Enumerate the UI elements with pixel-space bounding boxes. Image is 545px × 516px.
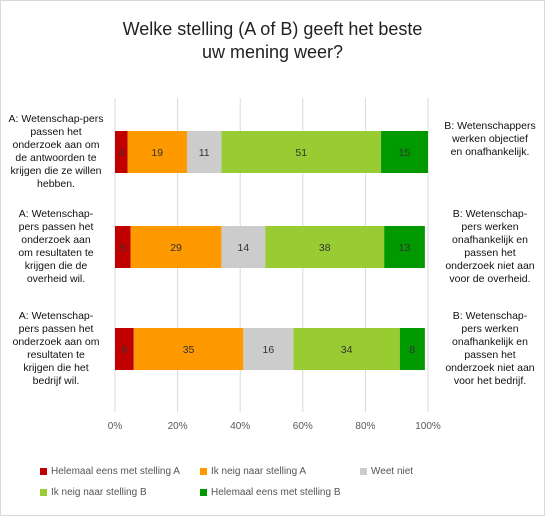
statement-a-label-line: bedrijf wil. (32, 375, 80, 387)
statement-a-label-line: A: Wetenschap- (18, 310, 94, 322)
bar-value-label: 35 (183, 344, 195, 356)
legend-label: Helemaal eens met stelling B (211, 487, 341, 498)
statement-b-label: B: Wetenschap-pers werken onafhankelijk e… (440, 208, 540, 286)
bar-segment (221, 226, 266, 268)
statement-a-label-line: hebben. (37, 178, 75, 190)
bar-value-label: 29 (170, 242, 182, 254)
statement-b-label-line: passen het (464, 349, 516, 361)
statement-a-label-line: pers passen het (18, 221, 94, 233)
bar-value-label: 14 (237, 242, 249, 254)
bar-value-label: 51 (295, 147, 307, 159)
bar-segment (265, 226, 385, 268)
x-tick-label: 0% (108, 421, 123, 432)
x-tick-label: 20% (168, 421, 188, 432)
bar-value-label: 5 (120, 242, 126, 254)
statement-a-label-line: krijgen die ze willen (10, 165, 102, 177)
statement-a-label-line: onderzoek aan om (12, 336, 100, 348)
statement-b-label-line: onderzoek niet aan (445, 362, 535, 374)
x-tick-label: 80% (355, 421, 375, 432)
legend-item: Ik neig naar stelling B (40, 487, 147, 498)
statement-a-label-line: passen het (30, 126, 82, 138)
statement-a-label-line: pers passen het (18, 323, 94, 335)
x-tick-label: 60% (293, 421, 313, 432)
statement-b-label-line: werken objectief (452, 132, 528, 145)
legend-label: Ik neig naar stelling A (211, 466, 307, 477)
statement-b-label-line: onafhankelijk en (452, 234, 528, 246)
statement-b-label-line: voor de overheid. (449, 273, 531, 285)
statement-b-label: B: Wetenschappers werken objectief en onaf… (440, 120, 540, 159)
bar-segment (243, 328, 294, 370)
bar-value-label: 6 (121, 344, 127, 356)
statement-a-label-line: resultaten te (27, 349, 85, 361)
bar-segment (115, 328, 134, 370)
legend-label: Weet niet (371, 466, 414, 477)
legend-item: Helemaal eens met stelling B (200, 487, 341, 498)
bar-value-label: 19 (151, 147, 163, 159)
statement-a-label: A: Wetenschap-pers passen het onderzoek a… (4, 208, 108, 286)
legend-label: Helemaal eens met stelling A (51, 466, 180, 477)
bar-value-label: 15 (399, 147, 411, 159)
legend-item: Helemaal eens met stelling A (40, 466, 180, 477)
bar-segment (130, 226, 222, 268)
statement-b-label-line: onafhankelijk en (452, 336, 528, 348)
statement-a-label-line: krijgen die het (23, 362, 89, 374)
bar-value-label: 4 (118, 147, 124, 159)
chart-title-line-1: Welke stelling (A of B) geeft het beste (122, 19, 423, 39)
bar-segment (115, 131, 128, 173)
bar-segment (221, 131, 382, 173)
bar-value-label: 38 (319, 242, 331, 254)
legend-swatch (200, 468, 207, 475)
x-tick-label: 100% (415, 421, 441, 432)
statement-a-label-line: krijgen die de (24, 260, 88, 272)
x-tick-label: 40% (230, 421, 250, 432)
statement-b-label-line: pers werken (461, 323, 519, 335)
statement-b-label-line: voor het bedrijf. (453, 375, 527, 387)
legend-item: Ik neig naar stelling A (200, 466, 306, 477)
statement-a-label-line: onderzoek aan om (12, 139, 100, 151)
bar-segment (384, 226, 425, 268)
statement-a-label-line: overheid wil. (26, 273, 86, 285)
chart-title-line-2: uw mening weer? (201, 42, 344, 62)
chart-title: Welke stelling (A of B) geeft het beste … (60, 18, 485, 64)
statement-b-label-line: B: Wetenschap- (452, 310, 528, 322)
statement-a-label-line: om resultaten te (18, 247, 94, 259)
bar-segment (127, 131, 187, 173)
statement-b-label-line: onderzoek niet aan (445, 260, 535, 272)
bar-value-label: 11 (199, 147, 210, 159)
legend-swatch (40, 468, 47, 475)
statement-b-label-line: B: Wetenschap- (452, 208, 528, 220)
legend-swatch (40, 489, 47, 496)
statement-b-label-line: passen het (464, 247, 516, 259)
bar-segment (133, 328, 244, 370)
bar-segment (399, 328, 425, 370)
bar-segment (293, 328, 400, 370)
bar-segment (381, 131, 428, 173)
bar-value-label: 34 (341, 344, 353, 356)
legend-swatch (360, 468, 367, 475)
statement-a-label: A: Wetenschap-pers passen het onderzoek a… (4, 310, 108, 388)
statement-a-label: A: Wetenschap-pers passen het onderzoek aa… (4, 113, 108, 191)
statement-b-label-line: B: Wetenschappers (444, 119, 536, 132)
statement-a-label-line: A: Wetenschap- (18, 208, 94, 220)
statement-a-label-line: de antwoorden te (15, 152, 97, 164)
statement-b-label-line: pers werken (461, 221, 519, 233)
bar-value-label: 8 (409, 344, 415, 356)
bar-segment (186, 131, 222, 173)
statement-a-label-line: A: Wetenschap-pers (8, 113, 104, 125)
bar-value-label: 16 (263, 344, 275, 356)
statement-b-label: B: Wetenschap-pers werken onafhankelijk e… (440, 310, 540, 388)
legend-label: Ik neig naar stelling B (51, 487, 147, 498)
legend-swatch (200, 489, 207, 496)
statement-a-label-line: onderzoek aan (21, 234, 91, 246)
statement-b-label-line: en onafhankelijk. (450, 145, 530, 158)
legend-item: Weet niet (360, 466, 413, 477)
bar-value-label: 13 (399, 242, 411, 254)
bar-segment (115, 226, 131, 268)
